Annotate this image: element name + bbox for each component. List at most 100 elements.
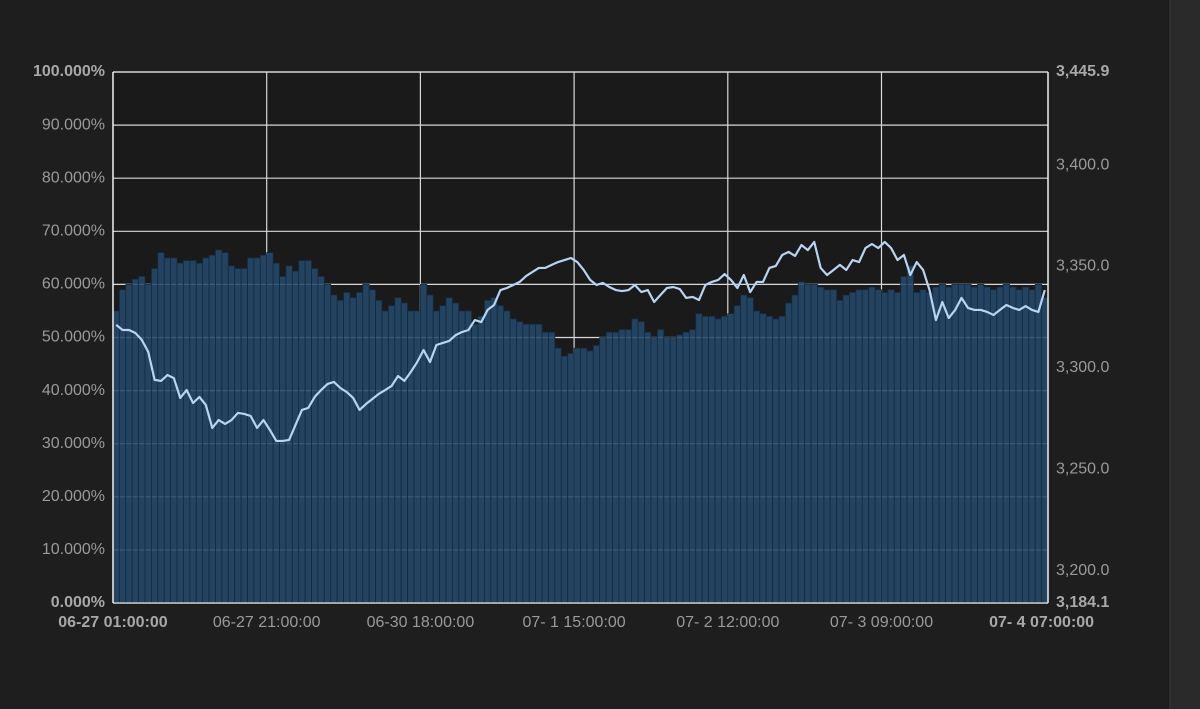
y-tick-label: 70.000% bbox=[42, 223, 105, 240]
bar bbox=[573, 347, 581, 604]
bar bbox=[464, 310, 473, 604]
bar bbox=[676, 334, 684, 604]
bar bbox=[503, 310, 511, 604]
bar bbox=[650, 337, 658, 604]
bar bbox=[394, 297, 402, 604]
bar bbox=[919, 289, 927, 604]
bar bbox=[881, 291, 889, 604]
bar bbox=[291, 270, 300, 604]
bar bbox=[964, 283, 972, 604]
bar bbox=[778, 315, 786, 604]
bar bbox=[439, 305, 447, 604]
bar bbox=[163, 257, 172, 604]
bar bbox=[490, 297, 498, 604]
bar bbox=[957, 283, 966, 604]
bar bbox=[842, 294, 850, 604]
bar bbox=[1041, 297, 1049, 604]
bar bbox=[996, 286, 1004, 604]
bar bbox=[868, 286, 876, 604]
bar bbox=[189, 260, 197, 604]
bar bbox=[458, 310, 466, 604]
bar bbox=[151, 268, 159, 604]
bar bbox=[407, 310, 415, 604]
bar bbox=[298, 260, 306, 604]
bar bbox=[336, 299, 344, 604]
y2-tick-label: 3,200.0 bbox=[1056, 562, 1109, 579]
bar bbox=[855, 289, 863, 604]
bar bbox=[157, 252, 165, 604]
y2-tick-label: 3,300.0 bbox=[1056, 359, 1109, 376]
bar bbox=[925, 291, 934, 604]
x-tick-label: 06-27 01:00:00 bbox=[58, 614, 168, 631]
bar bbox=[791, 294, 799, 604]
bar bbox=[708, 315, 716, 604]
bar bbox=[516, 321, 524, 604]
bar bbox=[746, 297, 754, 604]
bar bbox=[375, 299, 383, 604]
bar bbox=[554, 347, 562, 604]
bar bbox=[669, 337, 677, 604]
bar bbox=[253, 257, 261, 604]
bar bbox=[701, 315, 709, 604]
bar bbox=[727, 313, 735, 604]
bar bbox=[387, 305, 396, 604]
line bbox=[115, 240, 1046, 443]
side-panel bbox=[1170, 0, 1200, 709]
bar bbox=[349, 297, 357, 604]
x-tick-label: 06-27 21:00:00 bbox=[213, 614, 321, 631]
bar bbox=[861, 289, 870, 604]
bar bbox=[714, 318, 722, 604]
bar bbox=[304, 260, 312, 604]
bar bbox=[624, 329, 633, 604]
bar bbox=[759, 313, 767, 604]
y-tick-label: 0.000% bbox=[51, 594, 105, 611]
bar bbox=[1009, 286, 1017, 604]
bar bbox=[874, 289, 882, 604]
bar bbox=[355, 291, 364, 604]
bar bbox=[362, 283, 370, 604]
bar bbox=[938, 283, 946, 604]
bar bbox=[343, 291, 351, 604]
bar bbox=[419, 283, 428, 604]
bar bbox=[535, 323, 543, 604]
y-tick-label: 50.000% bbox=[42, 329, 105, 346]
bar bbox=[631, 318, 639, 604]
bar bbox=[496, 305, 505, 604]
bar bbox=[176, 262, 184, 604]
bar bbox=[400, 302, 408, 604]
bar bbox=[893, 291, 902, 604]
y2-tick-label: 3,445.9 bbox=[1056, 63, 1109, 80]
bar bbox=[1021, 286, 1030, 604]
bar bbox=[906, 265, 914, 604]
bar bbox=[170, 257, 178, 604]
bar bbox=[785, 302, 793, 604]
bar bbox=[477, 315, 485, 604]
bar bbox=[644, 331, 652, 604]
bar bbox=[144, 283, 152, 604]
bar bbox=[682, 331, 690, 604]
bar bbox=[413, 310, 421, 604]
bar bbox=[849, 291, 857, 604]
bar bbox=[1034, 283, 1042, 604]
bar bbox=[599, 337, 607, 604]
bar bbox=[317, 276, 325, 604]
y2-tick-label: 3,250.0 bbox=[1056, 461, 1109, 478]
y-tick-label: 40.000% bbox=[42, 382, 105, 399]
bar bbox=[951, 283, 959, 604]
bar bbox=[656, 329, 665, 604]
bar bbox=[484, 299, 492, 604]
y-tick-label: 80.000% bbox=[42, 169, 105, 186]
bar bbox=[368, 289, 376, 604]
bar bbox=[612, 331, 620, 604]
bar bbox=[247, 257, 255, 604]
bar bbox=[605, 331, 613, 604]
y2-tick-label: 3,184.1 bbox=[1056, 594, 1109, 611]
bar bbox=[753, 310, 761, 604]
bar bbox=[580, 347, 588, 604]
x-tick-label: 07- 3 09:00:00 bbox=[830, 614, 933, 631]
bar bbox=[445, 297, 453, 604]
bar bbox=[765, 315, 774, 604]
bar bbox=[112, 310, 120, 604]
bar bbox=[567, 353, 575, 604]
